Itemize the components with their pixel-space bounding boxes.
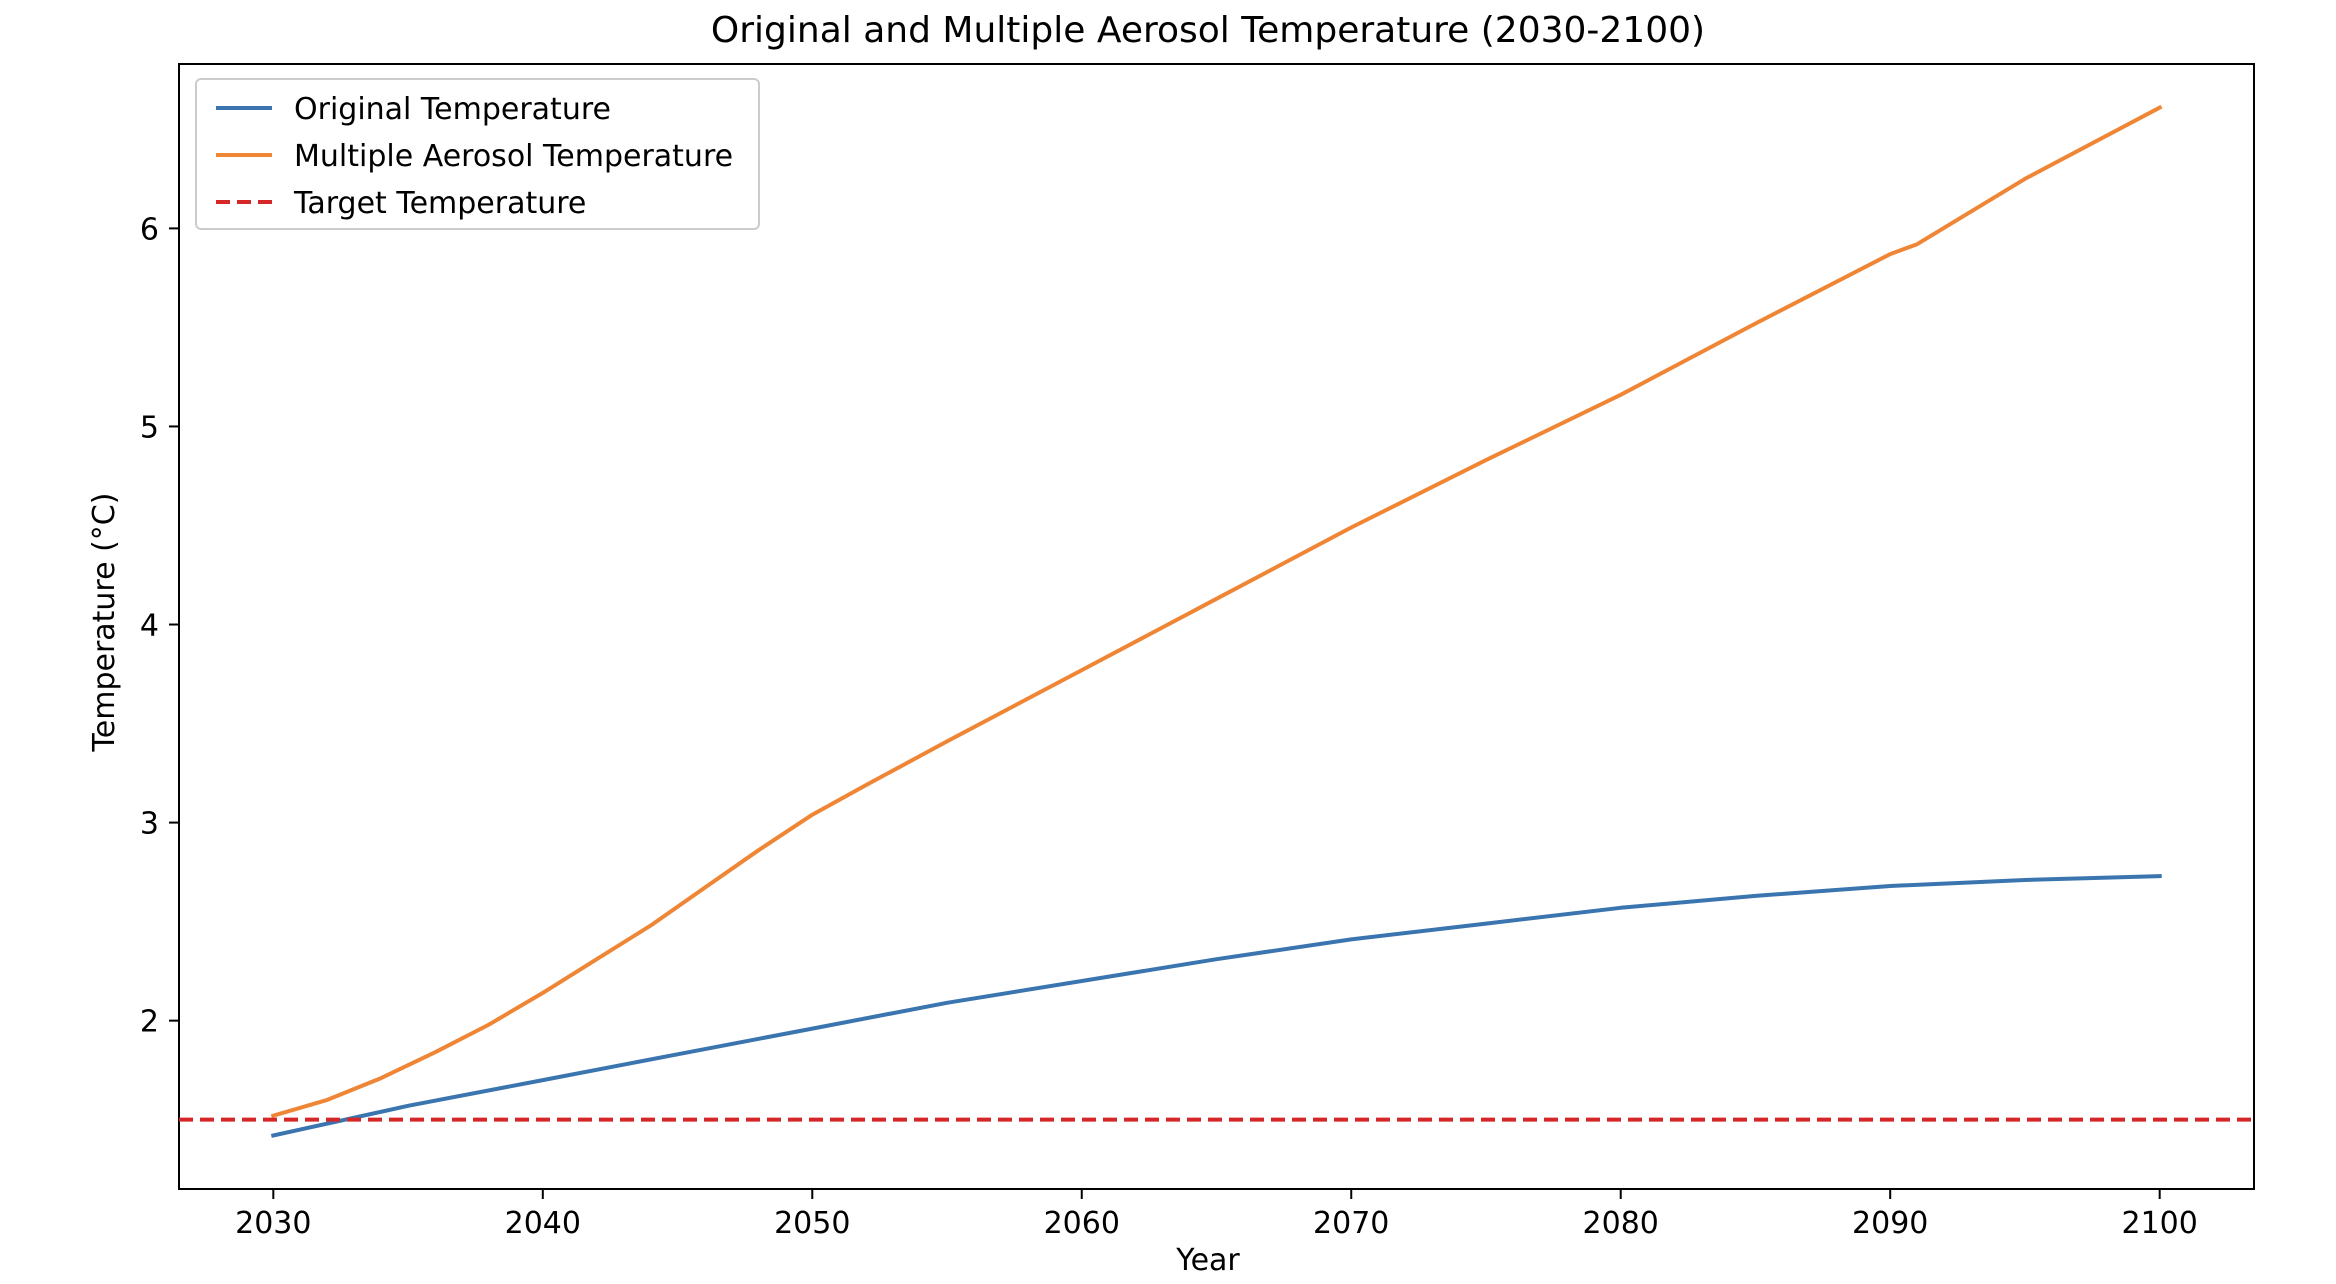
x-axis-label: Year (1175, 1243, 1240, 1278)
x-tick-label: 2030 (235, 1206, 311, 1241)
legend-label: Target Temperature (293, 186, 586, 221)
y-tick-label: 5 (140, 410, 159, 445)
x-tick-label: 2070 (1313, 1206, 1389, 1241)
legend-label: Multiple Aerosol Temperature (294, 139, 733, 174)
y-axis-label: Temperature (°C) (87, 493, 122, 753)
x-tick-label: 2090 (1852, 1206, 1928, 1241)
y-tick-label: 3 (140, 807, 159, 842)
legend-label: Original Temperature (294, 92, 611, 127)
y-tick-label: 4 (140, 609, 159, 644)
plot-area (179, 64, 2254, 1189)
x-tick-label: 2040 (505, 1206, 581, 1241)
series-layer (179, 108, 2254, 1136)
series-line-1 (273, 108, 2159, 1116)
y-tick-label: 6 (140, 212, 159, 247)
legend: Original Temperature Multiple Aerosol Tem… (196, 79, 759, 229)
x-tick-label: 2100 (2122, 1206, 2198, 1241)
plot-frame (179, 64, 2254, 1189)
x-tick-label: 2080 (1583, 1206, 1659, 1241)
x-axis: 2030 2040 2050 2060 2070 2080 2090 2100 (235, 1189, 2198, 1241)
y-axis: 2 3 4 5 6 (140, 212, 179, 1039)
x-tick-label: 2050 (774, 1206, 850, 1241)
series-line-0 (273, 876, 2159, 1135)
y-tick-label: 2 (140, 1005, 159, 1040)
chart-title: Original and Multiple Aerosol Temperatur… (711, 10, 1705, 51)
x-tick-label: 2060 (1044, 1206, 1120, 1241)
